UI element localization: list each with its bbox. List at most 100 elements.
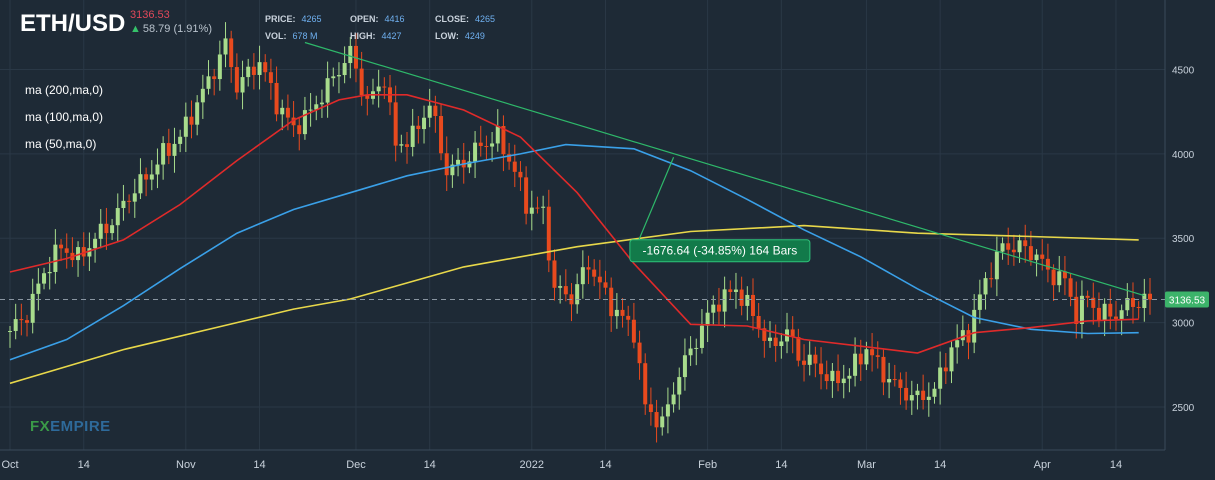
stat-high-value: 4427 xyxy=(381,31,402,41)
candle-bear xyxy=(512,161,517,172)
candle-bull xyxy=(200,88,205,103)
candle-bull xyxy=(955,340,960,348)
candle-bull xyxy=(53,244,58,272)
candle-bear xyxy=(433,105,438,117)
candle-bull xyxy=(223,38,228,55)
candle-bear xyxy=(643,363,648,405)
candle-bear xyxy=(1148,293,1152,300)
candle-bear xyxy=(858,353,863,365)
candle-bear xyxy=(127,200,132,202)
stat-close-value: 4265 xyxy=(475,14,496,24)
measure-line xyxy=(633,156,675,252)
x-tick-label: Feb xyxy=(698,459,717,471)
candle-bull xyxy=(336,75,341,77)
candle-bear xyxy=(1096,307,1101,321)
candle-bull xyxy=(240,77,245,93)
candle-bull xyxy=(977,294,982,310)
candle-bear xyxy=(586,267,591,270)
symbol-title: ETH/USD xyxy=(20,10,126,37)
candle-bear xyxy=(274,82,279,115)
x-tick-label: 14 xyxy=(599,459,611,471)
candle-bull xyxy=(972,309,977,343)
stat-close: CLOSE: 4265 xyxy=(435,14,495,24)
candle-bull xyxy=(682,355,687,378)
candle-bull xyxy=(456,159,461,165)
candle-bull xyxy=(1057,271,1062,286)
candle-bull xyxy=(467,161,472,168)
candle-bull xyxy=(932,388,937,397)
candle-bear xyxy=(19,319,24,321)
x-tick-label: Mar xyxy=(857,459,876,471)
x-tick-label: 14 xyxy=(253,459,265,471)
candle-bull xyxy=(427,105,432,118)
candle-bear xyxy=(739,289,744,306)
candle-bull xyxy=(733,289,738,292)
candle-bear xyxy=(1136,306,1141,309)
candle-bear xyxy=(563,286,568,295)
indicator-ma50[interactable]: ma (50,ma,0) xyxy=(25,137,97,151)
candle-bull xyxy=(13,319,18,332)
candle-bear xyxy=(1113,316,1118,319)
candle-bull xyxy=(688,348,693,356)
candle-bear xyxy=(603,282,608,288)
candle-bear xyxy=(989,278,994,280)
candle-bull xyxy=(983,278,988,295)
y-tick-label: 4000 xyxy=(1172,150,1195,161)
stat-vol-label: VOL: xyxy=(265,31,287,41)
candle-bull xyxy=(376,86,381,92)
y-tick-label: 4500 xyxy=(1172,65,1195,76)
candle-bull xyxy=(949,347,954,372)
x-tick-label: 14 xyxy=(934,459,946,471)
candle-bear xyxy=(824,374,829,382)
candle-bear xyxy=(609,287,614,317)
candle-bull xyxy=(98,223,103,239)
candle-bear xyxy=(1011,249,1016,253)
candle-bull xyxy=(660,416,665,428)
stat-price-value: 4265 xyxy=(301,14,322,24)
measure-annotation-text: -1676.64 (-34.85%) 164 Bars xyxy=(642,244,797,258)
x-tick-label: Apr xyxy=(1034,459,1051,471)
candle-bear xyxy=(626,315,631,320)
candle-bear xyxy=(892,379,897,381)
fxempire-logo: FXEMPIRE xyxy=(30,418,111,435)
candle-bull xyxy=(308,109,313,111)
y-tick-label: 2500 xyxy=(1172,403,1195,414)
ma-line-50 xyxy=(9,94,1139,354)
candle-bull xyxy=(422,117,427,130)
candle-bull xyxy=(705,312,710,326)
candle-bear xyxy=(291,117,296,126)
candle-bear xyxy=(535,207,540,209)
stat-low: LOW: 4249 xyxy=(435,31,485,41)
candle-bear xyxy=(813,354,818,364)
candle-bear xyxy=(104,223,109,234)
candle-bear xyxy=(507,154,512,162)
candle-bull xyxy=(580,267,585,285)
candle-bull xyxy=(115,208,120,226)
stat-open-value: 4416 xyxy=(384,14,405,24)
candle-bull xyxy=(830,370,835,382)
candle-bull xyxy=(909,395,914,401)
stat-open: OPEN: 4416 xyxy=(350,14,405,24)
candle-bear xyxy=(750,294,755,317)
candle-bull xyxy=(1034,254,1039,261)
current-price-tag xyxy=(1165,291,1209,308)
candle-bear xyxy=(819,363,824,375)
candle-bull xyxy=(558,286,563,288)
candle-bull xyxy=(30,293,35,323)
price-change: ▲ 58.79 (1.91%) xyxy=(130,23,212,35)
candle-bull xyxy=(864,349,869,365)
candle-bull xyxy=(217,54,222,80)
candle-bear xyxy=(943,367,948,372)
candle-bull xyxy=(87,248,92,257)
candle-bull xyxy=(410,125,415,147)
x-tick-label: Oct xyxy=(1,459,18,471)
candle-bull xyxy=(331,76,336,79)
indicator-ma200[interactable]: ma (200,ma,0) xyxy=(25,83,104,97)
candle-bear xyxy=(1045,258,1050,270)
candle-bull xyxy=(614,309,619,317)
candle-bear xyxy=(762,328,767,341)
candle-bull xyxy=(76,247,81,261)
candle-bear xyxy=(59,244,64,249)
indicator-ma100[interactable]: ma (100,ma,0) xyxy=(25,110,104,124)
